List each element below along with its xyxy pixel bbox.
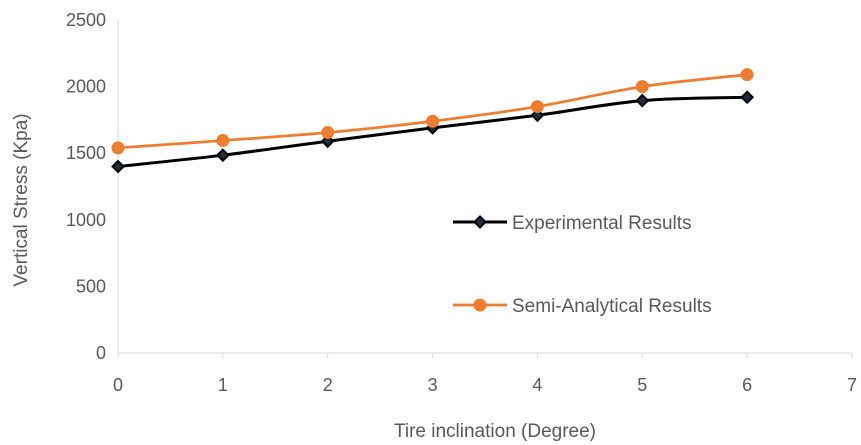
x-tick-label: 7 — [847, 375, 857, 395]
legend-item: Experimental Results — [453, 213, 692, 234]
legend: Experimental Results Semi-Analytical Resu… — [453, 213, 712, 317]
legend-item: Semi-Analytical Results — [453, 296, 712, 317]
y-tick-label: 0 — [96, 343, 106, 363]
x-tick-label: 4 — [532, 375, 542, 395]
data-point — [740, 68, 754, 82]
y-axis-title: Vertical Stress (Kpa) — [11, 113, 32, 286]
data-point — [111, 141, 125, 155]
y-tick-label: 1500 — [66, 143, 106, 163]
data-point — [530, 100, 544, 114]
series-experimental — [111, 90, 755, 174]
x-tick-label: 5 — [637, 375, 647, 395]
x-tick-label: 1 — [218, 375, 228, 395]
data-point — [320, 134, 335, 149]
x-tick-label: 2 — [323, 375, 333, 395]
data-point — [635, 93, 650, 108]
legend-marker — [473, 215, 487, 229]
legend-label: Experimental Results — [512, 213, 692, 234]
axes: 0 500 1000 1500 2000 2500 0 1 2 3 4 5 6 7 — [66, 10, 857, 395]
data-point — [215, 148, 230, 163]
x-tick-label: 0 — [113, 375, 123, 395]
series-semi-analytical — [111, 68, 754, 155]
x-tick-label: 6 — [742, 375, 752, 395]
x-tick-label: 3 — [428, 375, 438, 395]
y-tick-label: 500 — [76, 276, 106, 296]
x-axis-title: Tire inclination (Degree) — [394, 421, 596, 442]
y-tick-label: 2000 — [66, 77, 106, 97]
series-line — [116, 73, 749, 150]
y-tick-label: 2500 — [66, 10, 106, 30]
data-point — [321, 126, 335, 140]
y-tick-label: 1000 — [66, 210, 106, 230]
data-point — [216, 134, 230, 148]
data-point — [740, 90, 755, 105]
legend-marker — [473, 298, 487, 312]
legend-label: Semi-Analytical Results — [512, 296, 712, 317]
series-layer — [111, 68, 755, 174]
data-point — [111, 159, 125, 174]
data-point — [635, 80, 649, 94]
data-point — [426, 114, 440, 128]
data-point — [530, 108, 545, 123]
